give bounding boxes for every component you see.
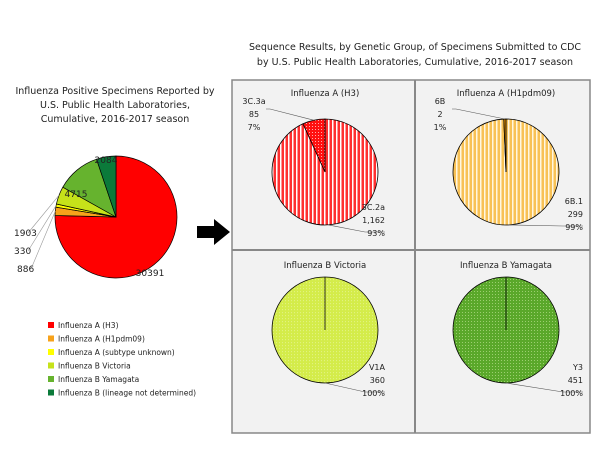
data-label: 299 <box>568 210 583 219</box>
legend-label: Influenza A (subtype unknown) <box>58 348 175 357</box>
right-title-line: by U.S. Public Health Laboratories, Cumu… <box>257 57 573 68</box>
data-label: 330 <box>14 247 31 257</box>
left-title-line: U.S. Public Health Laboratories, <box>40 100 190 111</box>
left-title-line: Influenza Positive Specimens Reported by <box>15 86 214 97</box>
data-label: 100% <box>362 389 385 398</box>
data-label: 1,162 <box>362 216 385 225</box>
legend-label: Influenza B (lineage not determined) <box>58 389 196 398</box>
legend-label: Influenza A (H3) <box>58 321 119 330</box>
leader-line <box>324 382 385 393</box>
data-label: 99% <box>565 223 583 232</box>
legend-swatch <box>48 322 54 328</box>
panel-title: Influenza B Victoria <box>284 261 366 271</box>
data-label: 3C.3a <box>242 97 265 106</box>
left-chart-title: Influenza Positive Specimens Reported by… <box>15 86 214 125</box>
legend-label: Influenza B Victoria <box>58 362 131 371</box>
panel-title: Influenza A (H3) <box>291 89 360 99</box>
data-label: 100% <box>560 389 583 398</box>
data-label: 886 <box>17 265 34 275</box>
pie-slice <box>302 118 326 173</box>
data-label: 7% <box>248 123 261 132</box>
legend-label: Influenza A (H1pdm09) <box>58 335 145 344</box>
data-label: 30391 <box>136 269 165 279</box>
data-label: 2084 <box>95 156 118 166</box>
leader-line <box>30 211 56 270</box>
data-label: 451 <box>568 376 583 385</box>
data-label: V1A <box>369 363 386 372</box>
leader-line <box>452 108 505 120</box>
data-label: 3C.2a <box>362 203 385 212</box>
data-label: 1903 <box>14 229 37 239</box>
data-label: 360 <box>370 376 385 385</box>
legend-swatch <box>48 389 54 396</box>
legend: Influenza A (H3) Influenza A (H1pdm09) Inf… <box>48 321 196 398</box>
legend-swatch <box>48 362 54 369</box>
panel-title: Influenza A (H1pdm09) <box>457 89 555 99</box>
data-label: 4715 <box>65 190 88 200</box>
leader-line <box>266 108 314 121</box>
data-label: 6B.1 <box>565 197 583 206</box>
legend-label: Influenza B Yamagata <box>58 375 139 384</box>
pie-slice <box>96 155 117 218</box>
arrow-icon <box>197 219 230 245</box>
data-label: 1% <box>434 123 447 132</box>
data-label: 93% <box>367 229 385 238</box>
panel-title: Influenza B Yamagata <box>460 261 552 271</box>
data-label: 6B <box>435 97 446 106</box>
leader-line <box>328 224 385 233</box>
leader-line <box>505 382 583 393</box>
leader-line <box>27 195 60 234</box>
data-label: Y3 <box>572 363 583 372</box>
legend-swatch <box>48 335 54 342</box>
right-title-line: Sequence Results, by Genetic Group, of S… <box>249 42 581 53</box>
data-label: 2 <box>437 110 442 119</box>
leader-line <box>509 224 583 227</box>
leader-line <box>27 205 57 252</box>
legend-swatch <box>48 376 54 382</box>
data-label: 85 <box>249 110 259 119</box>
left-title-line: Cumulative, 2016-2017 season <box>41 114 189 125</box>
legend-swatch <box>48 349 54 355</box>
right-chart-title: Sequence Results, by Genetic Group, of S… <box>249 42 581 68</box>
